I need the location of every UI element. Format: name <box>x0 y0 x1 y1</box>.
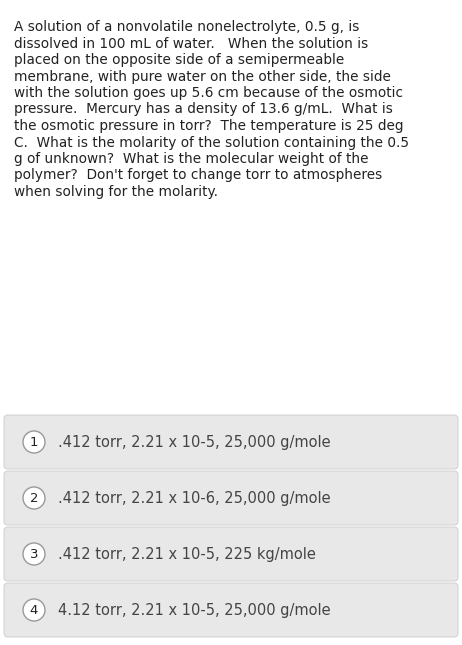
FancyBboxPatch shape <box>4 471 458 525</box>
Text: 3: 3 <box>30 548 38 561</box>
FancyBboxPatch shape <box>4 527 458 581</box>
FancyBboxPatch shape <box>4 415 458 469</box>
Text: when solving for the molarity.: when solving for the molarity. <box>14 185 218 199</box>
Text: 4.12 torr, 2.21 x 10-5, 25,000 g/mole: 4.12 torr, 2.21 x 10-5, 25,000 g/mole <box>58 602 331 617</box>
Text: placed on the opposite side of a semipermeable: placed on the opposite side of a semiper… <box>14 53 344 67</box>
Text: A solution of a nonvolatile nonelectrolyte, 0.5 g, is: A solution of a nonvolatile nonelectroly… <box>14 20 359 34</box>
Text: with the solution goes up 5.6 cm because of the osmotic: with the solution goes up 5.6 cm because… <box>14 86 403 100</box>
Text: C.  What is the molarity of the solution containing the 0.5: C. What is the molarity of the solution … <box>14 135 409 150</box>
Text: membrane, with pure water on the other side, the side: membrane, with pure water on the other s… <box>14 70 391 83</box>
Text: polymer?  Don't forget to change torr to atmospheres: polymer? Don't forget to change torr to … <box>14 168 382 183</box>
Circle shape <box>23 599 45 621</box>
Text: g of unknown?  What is the molecular weight of the: g of unknown? What is the molecular weig… <box>14 152 369 166</box>
Text: .412 torr, 2.21 x 10-6, 25,000 g/mole: .412 torr, 2.21 x 10-6, 25,000 g/mole <box>58 490 331 506</box>
Text: .412 torr, 2.21 x 10-5, 25,000 g/mole: .412 torr, 2.21 x 10-5, 25,000 g/mole <box>58 435 331 450</box>
Text: dissolved in 100 mL of water.   When the solution is: dissolved in 100 mL of water. When the s… <box>14 37 368 50</box>
Text: pressure.  Mercury has a density of 13.6 g/mL.  What is: pressure. Mercury has a density of 13.6 … <box>14 103 393 117</box>
Text: 4: 4 <box>30 604 38 617</box>
FancyBboxPatch shape <box>4 583 458 637</box>
Text: 1: 1 <box>30 435 38 448</box>
Circle shape <box>23 487 45 509</box>
Circle shape <box>23 543 45 565</box>
Text: the osmotic pressure in torr?  The temperature is 25 deg: the osmotic pressure in torr? The temper… <box>14 119 403 133</box>
Text: .412 torr, 2.21 x 10-5, 225 kg/mole: .412 torr, 2.21 x 10-5, 225 kg/mole <box>58 546 316 562</box>
Circle shape <box>23 431 45 453</box>
Text: 2: 2 <box>30 491 38 504</box>
